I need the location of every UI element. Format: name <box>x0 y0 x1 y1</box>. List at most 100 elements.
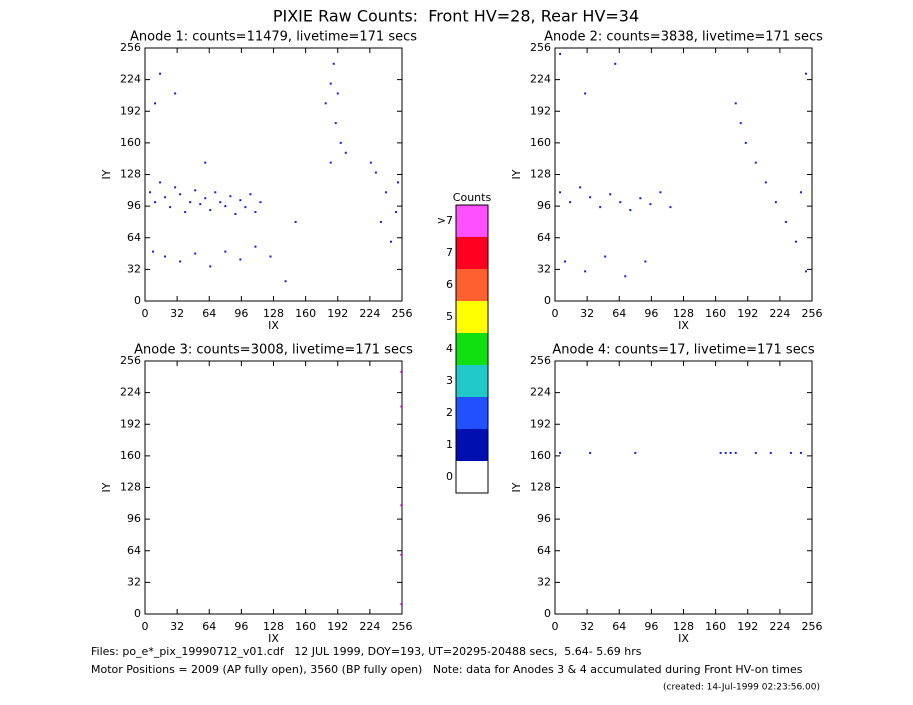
pixel <box>559 191 562 194</box>
pixel <box>799 451 802 454</box>
y-tick-label: 32 <box>127 575 141 588</box>
pixel <box>579 186 582 189</box>
y-tick-label: 128 <box>120 481 141 494</box>
x-tick-label: 256 <box>392 307 413 320</box>
y-tick-label: 64 <box>537 231 551 244</box>
colorbar-segment <box>456 333 488 365</box>
x-tick-label: 192 <box>737 307 758 320</box>
y-tick-label: 128 <box>530 481 551 494</box>
x-tick-label: 32 <box>170 620 184 633</box>
x-tick-label: 0 <box>552 307 559 320</box>
pixel <box>804 72 807 75</box>
colorbar-frame <box>455 204 489 494</box>
pixel <box>559 52 562 55</box>
x-axis-label: IX <box>268 319 279 332</box>
pixel <box>229 195 232 198</box>
colorbar-label: 3 <box>446 374 453 387</box>
x-tick-label: 96 <box>644 307 658 320</box>
pixel <box>159 72 162 75</box>
y-tick-label: 160 <box>120 449 141 462</box>
pixel <box>384 191 387 194</box>
y-tick-label: 64 <box>127 544 141 557</box>
x-tick-label: 64 <box>202 307 216 320</box>
pixel <box>734 451 737 454</box>
pixel <box>369 161 372 164</box>
pixel <box>332 62 335 65</box>
pixel <box>234 213 237 216</box>
pixel <box>199 203 202 206</box>
pixel <box>334 122 337 125</box>
pixel <box>589 196 592 199</box>
colorbar-label: 7 <box>446 246 453 259</box>
pixel <box>734 102 737 105</box>
pixel <box>584 92 587 95</box>
y-tick-label: 256 <box>120 41 141 54</box>
pixel <box>669 206 672 209</box>
pixel <box>644 260 647 263</box>
colorbar-segment <box>456 365 488 397</box>
colorbar-segment <box>456 301 488 333</box>
pixel <box>754 161 757 164</box>
x-tick-label: 128 <box>263 620 284 633</box>
x-tick-label: 32 <box>580 620 594 633</box>
pixel <box>214 191 217 194</box>
pixel <box>249 193 252 196</box>
colorbar-label: 0 <box>446 470 453 483</box>
y-tick-label: 128 <box>530 168 551 181</box>
x-tick-label: 160 <box>295 307 316 320</box>
colorbar-segment <box>456 429 488 461</box>
y-tick-label: 224 <box>120 73 141 86</box>
x-axis-label: IX <box>678 632 689 645</box>
colorbar-title: Counts <box>453 191 492 204</box>
pixel <box>399 553 402 556</box>
pixel <box>254 211 257 214</box>
pixel <box>624 275 627 278</box>
y-tick-label: 64 <box>537 544 551 557</box>
pixel <box>804 270 807 273</box>
pixel <box>336 92 339 95</box>
x-tick-label: 32 <box>580 307 594 320</box>
pixel <box>764 181 767 184</box>
x-tick-label: 224 <box>769 620 790 633</box>
x-tick-label: 224 <box>769 307 790 320</box>
pixel <box>239 258 242 261</box>
pixel <box>329 161 332 164</box>
x-axis-label: IX <box>268 632 279 645</box>
pixel <box>379 220 382 223</box>
footer-line: Motor Positions = 2009 (AP fully open), … <box>91 663 803 676</box>
y-tick-label: 192 <box>120 104 141 117</box>
colorbar-label: 4 <box>446 342 453 355</box>
x-tick-label: 160 <box>705 620 726 633</box>
pixel <box>789 451 792 454</box>
x-tick-label: 64 <box>202 620 216 633</box>
colorbar-segment <box>456 269 488 301</box>
pixel <box>599 206 602 209</box>
pixel <box>154 201 157 204</box>
y-tick-label: 256 <box>120 354 141 367</box>
y-tick-label: 96 <box>127 199 141 212</box>
panel-title: Anode 4: counts=17, livetime=171 secs <box>552 343 814 358</box>
x-tick-label: 224 <box>359 620 380 633</box>
x-tick-label: 160 <box>295 620 316 633</box>
y-tick-label: 32 <box>127 262 141 275</box>
y-tick-label: 96 <box>537 199 551 212</box>
pixel <box>324 102 327 105</box>
y-tick-label: 192 <box>530 417 551 430</box>
x-tick-label: 0 <box>142 307 149 320</box>
pixel <box>564 260 567 263</box>
pixel <box>744 141 747 144</box>
pixel <box>589 451 592 454</box>
pixel <box>389 240 392 243</box>
pixel <box>739 122 742 125</box>
footer-note: (created: 14-Jul-1999 02:23:56.00) <box>663 683 820 693</box>
pixel <box>604 255 607 258</box>
pixel <box>179 193 182 196</box>
pixel <box>774 201 777 204</box>
panel-title: Anode 1: counts=11479, livetime=171 secs <box>130 30 417 45</box>
pixel <box>769 451 772 454</box>
pixel <box>152 250 155 253</box>
y-tick-label: 0 <box>544 607 551 620</box>
x-tick-label: 224 <box>359 307 380 320</box>
x-tick-label: 96 <box>234 620 248 633</box>
pixel <box>609 193 612 196</box>
